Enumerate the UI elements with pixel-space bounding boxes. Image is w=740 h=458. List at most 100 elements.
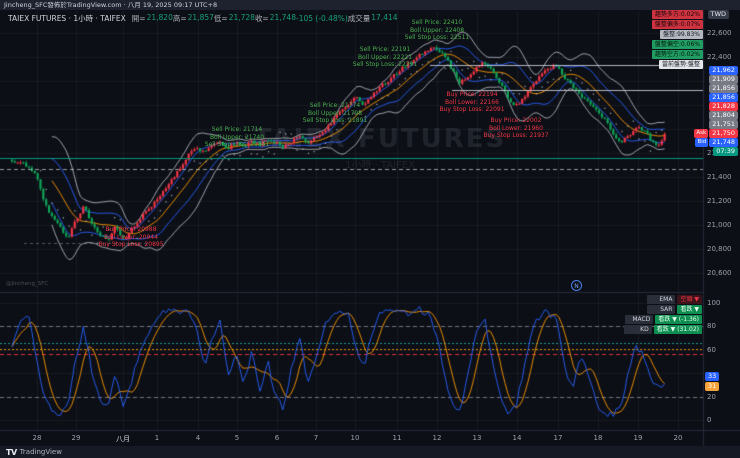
ohlc-label: 收= <box>254 14 269 23</box>
price-label: 21,748 <box>709 138 738 147</box>
time-axis-label: 八月 <box>116 435 130 443</box>
price-gridline-label: 22,600 <box>707 29 732 37</box>
time-axis-label: 19 <box>633 434 643 442</box>
tv-brand-text: TradingView <box>19 448 62 456</box>
market-state-badge: 盤整偏多:0.07% <box>651 20 703 29</box>
market-state-badge: 趨勢空方:0.02% <box>651 50 703 59</box>
price-label-row: 21,751 <box>684 120 738 129</box>
ohlc-value: 17,414 <box>371 13 398 22</box>
price-label-prefix: Ask <box>694 129 709 138</box>
price-label: 21,909 <box>709 75 738 84</box>
market-state-badges: 趨勢多方:0.02% 盤整偏多:0.07% 盤整:99.83% 盤整偏空:0.06% 趨… <box>651 10 703 70</box>
time-axis-label: 14 <box>512 434 522 442</box>
indicator-name: SAR <box>647 305 676 314</box>
price-label: 21,804 <box>709 111 738 120</box>
indicator-scale-label: 0 <box>707 416 712 424</box>
indicator-scale-label: 80 <box>707 322 716 331</box>
price-label-row: Ask 21,750 <box>684 129 738 138</box>
footer-bar: TV TradingView <box>0 446 740 458</box>
time-axis-label: 7 <box>313 434 319 442</box>
indicator-scale-label: 60 <box>707 345 716 354</box>
price-label-row: 07:39 <box>684 147 738 156</box>
indicator-legend: EMA 空頭 ▼ SAR 看跌 ▼ MACD 看跌 ▼ (-1.36) KD 看跌 ▼ (31… <box>623 295 702 335</box>
indicator-value-badge: 31 <box>705 382 720 391</box>
author-credit: @Jincheng_SFC <box>6 281 49 287</box>
indicator-legend-row: EMA 空頭 ▼ <box>624 295 702 304</box>
ohlc-field: -105 (-0.48%) <box>296 14 348 23</box>
time-axis-label: 6 <box>274 434 280 442</box>
indicator-legend-row: MACD 看跌 ▼ (-1.36) <box>624 315 702 324</box>
chart-marker-n[interactable]: N <box>571 280 582 291</box>
ohlc-field: 高= 21,857 <box>173 13 214 24</box>
ohlc-label: 成交量 <box>347 14 371 23</box>
price-gridline-label: 21,000 <box>707 221 732 229</box>
ohlc-value: 21,728 <box>228 13 255 22</box>
indicator-signal: 空頭 ▼ <box>677 295 702 304</box>
ohlc-field: 低= 21,728 <box>214 13 255 24</box>
published-bar: Jincheng_SFC發佈於TradingView.com · 八月 19, … <box>0 0 740 10</box>
ohlc-field: 收= 21,748 <box>255 13 296 24</box>
time-axis-label: 18 <box>593 434 603 442</box>
ohlc-label: 高= <box>172 14 187 23</box>
price-label: 07:39 <box>713 147 738 156</box>
price-gridline-label: 21,200 <box>707 197 732 205</box>
symbol-title[interactable]: TAIEX FUTURES · 1小時 · TAIFEX <box>8 14 126 23</box>
price-label-row: 21,962 <box>684 66 738 75</box>
ohlc-field: 成交量 17,414 <box>348 13 398 24</box>
price-gridline-label: 22,400 <box>707 53 732 61</box>
indicator-value-badge: 33 <box>705 372 720 381</box>
time-axis-label: 17 <box>553 434 563 442</box>
price-label: 21,856 <box>709 84 738 93</box>
price-label: 21,751 <box>709 120 738 129</box>
ohlc-value: 21,748 <box>269 13 296 22</box>
price-gridline-label: 20,600 <box>707 269 732 277</box>
market-state-badge: 當前盤勢:盤整 <box>658 60 703 69</box>
price-label: 21,856 <box>709 93 738 102</box>
price-label: 21,750 <box>709 129 738 138</box>
time-axis-label: 1 <box>154 434 160 442</box>
indicator-scale-label: 100 <box>707 299 721 307</box>
price-label: 21,962 <box>709 66 738 75</box>
price-label-prefix: Bid <box>695 138 709 147</box>
indicator-signal: 看跌 ▼ (-1.36) <box>655 315 702 324</box>
indicator-legend-row: KD 看跌 ▼ (31.02) <box>623 325 702 334</box>
indicator-signal: 看跌 ▼ <box>677 305 702 314</box>
price-label-row: 21,828 <box>684 102 738 111</box>
price-label-row: 21,804 <box>684 111 738 120</box>
time-axis-label: 5 <box>234 434 240 442</box>
time-axis-label: 4 <box>195 434 201 442</box>
time-axis-label: 13 <box>472 434 482 442</box>
ohlc-label: 低= <box>213 14 228 23</box>
price-label: 21,828 <box>709 102 738 111</box>
indicator-name: MACD <box>625 315 654 324</box>
market-state-badge: 趨勢多方:0.02% <box>651 10 703 19</box>
ohlc-values: 開= 21,820 高= 21,857 低= 21,728 收= 21,748 -105 (-0… <box>132 13 398 24</box>
ohlc-label: 開= <box>131 14 146 23</box>
price-label-row: 21,856 <box>684 84 738 93</box>
symbol-header: TAIEX FUTURES · 1小時 · TAIFEX 開= 21,820 高= 2… <box>8 13 398 24</box>
published-text: Jincheng_SFC發佈於TradingView.com · 八月 19, … <box>4 1 218 9</box>
time-axis-label: 29 <box>71 434 81 442</box>
indicator-scale-label: 20 <box>707 392 716 401</box>
indicator-legend-row: SAR 看跌 ▼ <box>624 305 702 314</box>
tv-logo-glyph: TV <box>6 447 17 457</box>
time-axis-label: 11 <box>392 434 402 442</box>
currency-badge[interactable]: TWD <box>707 10 729 19</box>
indicator-name: EMA <box>647 295 676 304</box>
tradingview-logo[interactable]: TV TradingView <box>6 448 62 457</box>
market-state-badge: 盤整偏空:0.06% <box>651 40 703 49</box>
time-axis-label: 20 <box>673 434 683 442</box>
price-label-row: 21,856 <box>684 93 738 102</box>
indicator-name: KD <box>623 325 652 334</box>
price-gridline-label: 21,400 <box>707 173 732 181</box>
ohlc-value: -105 (-0.48%) <box>295 14 348 23</box>
time-axis-label: 12 <box>432 434 442 442</box>
market-state-badge: 盤整:99.83% <box>660 30 703 39</box>
price-gridline-label: 20,800 <box>707 245 732 253</box>
price-label-row: 21,909 <box>684 75 738 84</box>
ohlc-value: 21,857 <box>187 13 214 22</box>
time-axis-label: 28 <box>32 434 42 442</box>
price-label-row: Bid 21,748 <box>684 138 738 147</box>
